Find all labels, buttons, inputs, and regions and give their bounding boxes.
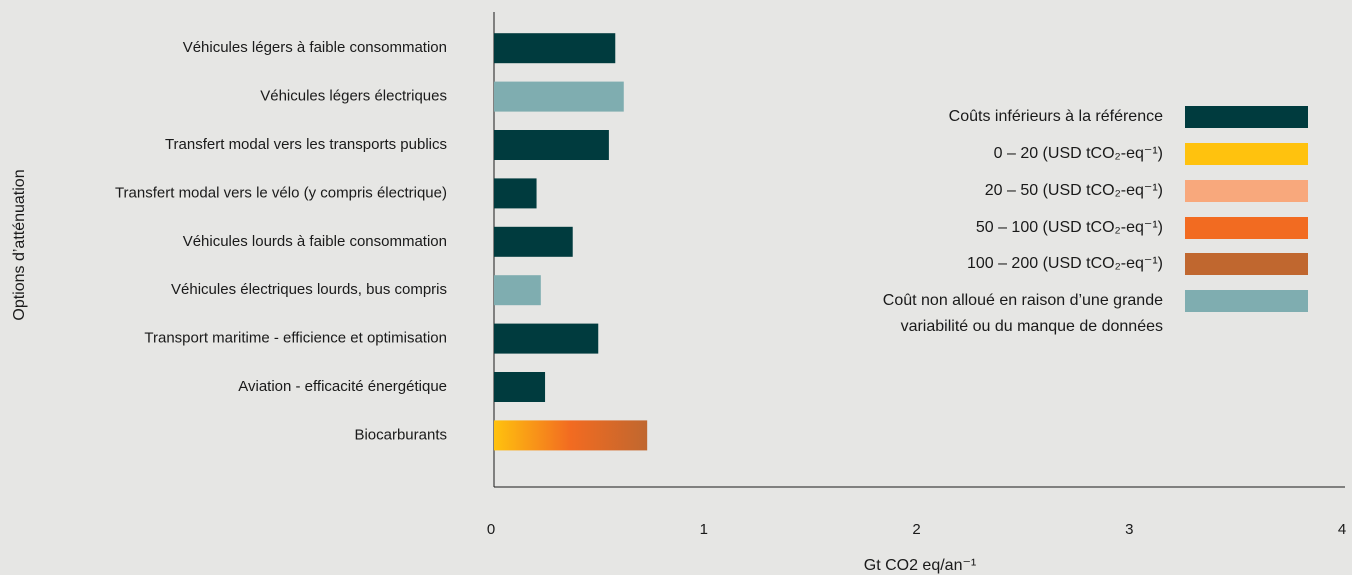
bar <box>494 81 624 112</box>
legend-label: Coûts inférieurs à la référence <box>949 108 1163 125</box>
x-axis-label: Gt CO2 eq/an⁻¹ <box>864 557 977 574</box>
bar <box>494 33 616 64</box>
legend-swatch <box>1185 217 1308 239</box>
x-tick-label: 3 <box>1125 521 1133 538</box>
x-tick-label: 1 <box>700 521 708 538</box>
legend-swatch <box>1185 253 1308 275</box>
x-tick-label: 2 <box>912 521 920 538</box>
legend-swatch <box>1185 143 1308 165</box>
legend-label: 50 – 100 (USD tCO₂-eq⁻¹) <box>976 219 1163 236</box>
x-tick-label: 4 <box>1338 521 1346 538</box>
legend-swatch <box>1185 180 1308 202</box>
y-tick-label: Véhicules lourds à faible consommation <box>183 233 447 250</box>
y-tick-label: Aviation - efficacité énergétique <box>238 378 447 395</box>
legend-label: variabilité ou du manque de données <box>901 318 1163 335</box>
bar <box>494 372 546 402</box>
y-tick-label: Véhicules électriques lourds, bus compri… <box>171 281 447 298</box>
y-tick-label: Transfert modal vers le vélo (y compris … <box>115 184 447 201</box>
bar <box>494 226 573 257</box>
y-tick-label: Transfert modal vers les transports publ… <box>165 136 447 153</box>
y-tick-label: Véhicules légers à faible consommation <box>183 39 447 56</box>
y-tick-label: Transport maritime - efficience et optim… <box>144 330 447 347</box>
bar <box>494 130 609 160</box>
y-tick-label: Biocarburants <box>354 426 447 443</box>
y-tick-label: Véhicules légers électriques <box>260 88 447 105</box>
bar <box>494 178 537 209</box>
legend-label: 20 – 50 (USD tCO₂-eq⁻¹) <box>985 182 1163 199</box>
legend-label: Coût non alloué en raison d’une grande <box>883 292 1163 309</box>
bar <box>494 323 599 354</box>
legend-swatch <box>1185 106 1308 128</box>
y-axis-label: Options d’atténuation <box>11 169 28 320</box>
bar <box>494 420 648 451</box>
bar <box>494 275 541 306</box>
legend-label: 0 – 20 (USD tCO₂-eq⁻¹) <box>994 145 1163 162</box>
legend-label: 100 – 200 (USD tCO₂-eq⁻¹) <box>967 255 1163 272</box>
x-tick-label: 0 <box>487 521 495 538</box>
legend-swatch <box>1185 290 1308 312</box>
